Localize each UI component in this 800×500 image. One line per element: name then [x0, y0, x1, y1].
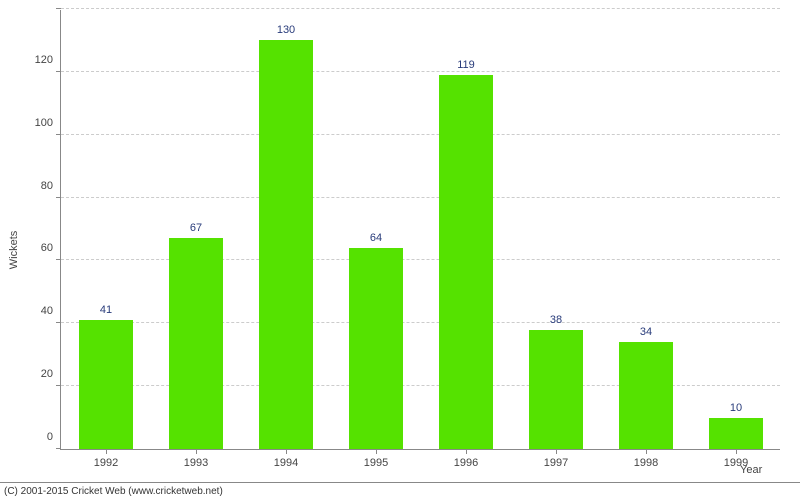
bar-value-label: 38	[550, 314, 562, 326]
bar: 67	[169, 238, 223, 449]
ytick-mark	[56, 8, 61, 9]
xtick-mark	[196, 449, 197, 454]
bar-value-label: 41	[100, 304, 112, 316]
bar-value-label: 64	[370, 232, 382, 244]
ytick-label: 0	[47, 431, 53, 443]
xtick-label: 1992	[94, 457, 118, 469]
xtick-label: 1998	[634, 457, 658, 469]
xtick-mark	[286, 449, 287, 454]
y-axis-title: Wickets	[8, 231, 20, 270]
xtick-mark	[736, 449, 737, 454]
wickets-bar-chart: Wickets 02040608010012014041199267199313…	[0, 0, 800, 500]
xtick-label: 1997	[544, 457, 568, 469]
ytick-label: 40	[41, 305, 53, 317]
copyright-text: (C) 2001-2015 Cricket Web (www.cricketwe…	[0, 482, 800, 500]
ytick-mark	[56, 259, 61, 260]
bar-value-label: 10	[730, 402, 742, 414]
ytick-mark	[56, 448, 61, 449]
gridline	[61, 197, 780, 198]
bar: 38	[529, 330, 583, 449]
xtick-label: 1996	[454, 457, 478, 469]
bar: 64	[349, 248, 403, 449]
xtick-label: 1994	[274, 457, 298, 469]
bar: 41	[79, 320, 133, 449]
bar-value-label: 119	[457, 59, 475, 71]
xtick-label: 1993	[184, 457, 208, 469]
xtick-mark	[556, 449, 557, 454]
bar: 10	[709, 418, 763, 449]
bar: 34	[619, 342, 673, 449]
ytick-label: 100	[35, 117, 53, 129]
ytick-mark	[56, 322, 61, 323]
xtick-mark	[466, 449, 467, 454]
gridline	[61, 8, 780, 9]
ytick-mark	[56, 197, 61, 198]
bar: 130	[259, 40, 313, 449]
bar: 119	[439, 75, 493, 449]
ytick-label: 80	[41, 180, 53, 192]
ytick-label: 20	[41, 368, 53, 380]
gridline	[61, 134, 780, 135]
xtick-label: 1995	[364, 457, 388, 469]
bar-value-label: 67	[190, 222, 202, 234]
xtick-mark	[646, 449, 647, 454]
plot-area: 0204060801001201404119926719931301994641…	[60, 10, 780, 450]
bar-value-label: 34	[640, 326, 652, 338]
xtick-mark	[376, 449, 377, 454]
ytick-label: 140	[35, 0, 53, 3]
bar-value-label: 130	[277, 24, 295, 36]
ytick-label: 120	[35, 54, 53, 66]
ytick-mark	[56, 385, 61, 386]
xtick-mark	[106, 449, 107, 454]
x-axis-title: Year	[740, 464, 762, 476]
gridline	[61, 71, 780, 72]
ytick-label: 60	[41, 242, 53, 254]
ytick-mark	[56, 134, 61, 135]
ytick-mark	[56, 71, 61, 72]
